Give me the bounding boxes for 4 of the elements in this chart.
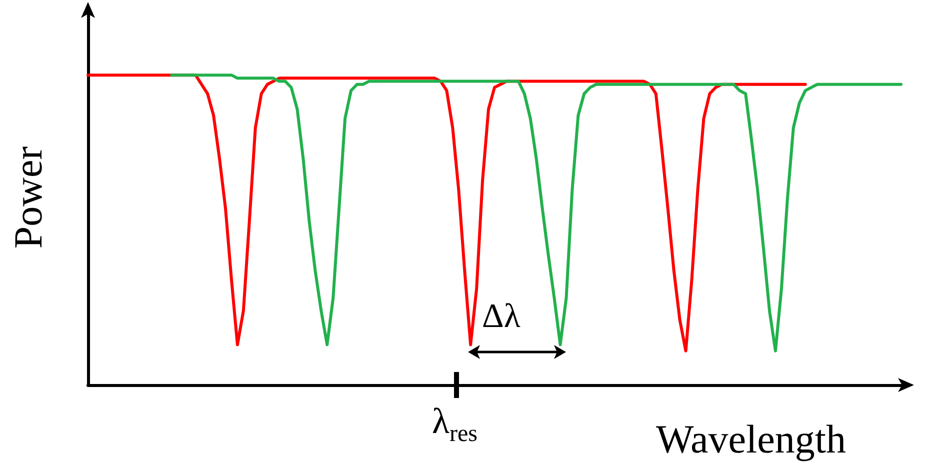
y-axis-title: Power	[6, 146, 50, 249]
x-axis-title: Wavelength	[656, 416, 846, 462]
text: λ$_{res}$	[432, 400, 478, 448]
annotation: Δλ	[482, 298, 520, 336]
